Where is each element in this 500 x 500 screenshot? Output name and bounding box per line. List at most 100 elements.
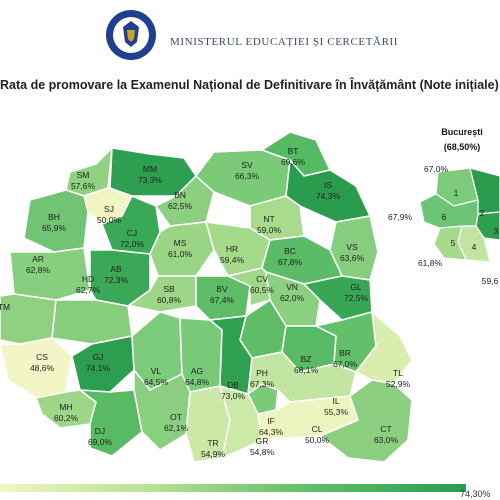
- county-code-VN: VN: [286, 282, 298, 292]
- county-code-BV: BV: [216, 284, 228, 294]
- bucuresti-inset: București (68,50%) 67,0% 1 2 3 4 59,6 5 …: [388, 127, 500, 286]
- county-code-VS: VS: [346, 242, 358, 252]
- county-code-HD: HD: [82, 274, 94, 284]
- county-code-MM: MM: [143, 164, 157, 174]
- sector-6: [419, 193, 479, 229]
- county-value-DJ: 69,0%: [88, 437, 113, 447]
- county-value-AB: 72,3%: [104, 275, 129, 285]
- county-value-NT: 59,0%: [257, 225, 282, 235]
- county-value-MH: 60,2%: [54, 413, 79, 423]
- bucuresti-total: (68,50%): [444, 142, 481, 152]
- county-code-GR: GR: [256, 436, 269, 446]
- county-value-TR: 54,9%: [201, 449, 226, 459]
- header: MINISTERUL EDUCAȚIEI ȘI CERCETĂRII: [0, 0, 500, 68]
- legend-gradient-bar: [0, 484, 466, 492]
- county-code-OT: OT: [170, 412, 182, 422]
- county-DJ: [79, 389, 143, 457]
- county-value-AG: 64,8%: [185, 377, 210, 387]
- county-code-AR: AR: [32, 254, 44, 264]
- county-value-VL: 64,5%: [144, 377, 169, 387]
- county-value-SB: 60,8%: [157, 295, 182, 305]
- county-value-BZ: 68,1%: [294, 365, 319, 375]
- county-value-HD: 62,7%: [76, 285, 101, 295]
- county-code-IS: IS: [324, 180, 332, 190]
- county-value-SV: 66,3%: [235, 171, 260, 181]
- county-code-CV: CV: [256, 274, 268, 284]
- sector-4-value: 59,6: [482, 276, 499, 286]
- sector-1-code: 1: [454, 188, 459, 198]
- county-code-BC: BC: [284, 246, 296, 256]
- county-code-TR: TR: [207, 438, 218, 448]
- county-value-SJ: 50,0%: [97, 215, 122, 225]
- sector-1-value: 67,0%: [424, 164, 449, 174]
- county-value-BR: 67,0%: [333, 359, 358, 369]
- county-code-BH: BH: [48, 212, 60, 222]
- county-SB: [127, 275, 197, 313]
- sector-5-code: 5: [451, 238, 456, 248]
- county-GR: [219, 385, 263, 459]
- county-value-GL: 72,5%: [344, 293, 369, 303]
- county-code-SM: SM: [77, 170, 90, 180]
- county-value-CT: 63,0%: [374, 435, 399, 445]
- government-emblem-icon: [106, 10, 156, 60]
- county-value-BV: 67,4%: [210, 295, 235, 305]
- county-code-VL: VL: [151, 366, 162, 376]
- county-code-BR: BR: [339, 348, 351, 358]
- sector-5-value: 61,8%: [418, 258, 443, 268]
- county-value-SM: 57,6%: [71, 181, 96, 191]
- sector-2-code: 2: [480, 208, 485, 218]
- county-code-TL: TL: [393, 368, 403, 378]
- county-value-TL: 52,9%: [386, 379, 411, 389]
- county-code-SJ: SJ: [104, 204, 114, 214]
- county-CS: [0, 337, 73, 399]
- county-code-PH: PH: [256, 368, 268, 378]
- county-value-MM: 73,3%: [138, 175, 163, 185]
- county-code-CS: CS: [36, 352, 48, 362]
- county-code-SV: SV: [241, 160, 253, 170]
- county-value-BC: 67,8%: [278, 257, 303, 267]
- county-value-GR: 54,8%: [250, 447, 275, 457]
- county-BH: [23, 189, 89, 253]
- county-value-DB: 73,0%: [221, 391, 246, 401]
- ministry-name: MINISTERUL EDUCAȚIEI ȘI CERCETĂRII: [170, 36, 399, 48]
- county-code-MH: MH: [59, 402, 72, 412]
- county-code-BN: BN: [174, 190, 186, 200]
- county-code-IL: IL: [332, 396, 339, 406]
- county-code-IF: IF: [267, 416, 275, 426]
- county-value-BT: 69,6%: [281, 157, 306, 167]
- county-code-CT: CT: [380, 424, 391, 434]
- county-value-BH: 65,9%: [42, 223, 67, 233]
- county-value-CV: 60,5%: [250, 285, 275, 295]
- sector-6-value: 67,9%: [388, 212, 413, 222]
- county-code-GJ: GJ: [93, 352, 104, 362]
- county-code-BT: BT: [288, 146, 299, 156]
- county-HD: [51, 299, 133, 345]
- county-value-BN: 62,5%: [168, 201, 193, 211]
- county-value-CJ: 72,0%: [120, 239, 145, 249]
- county-code-NT: NT: [263, 214, 274, 224]
- sector-4-code: 4: [472, 242, 477, 252]
- county-code-DJ: DJ: [95, 426, 105, 436]
- county-code-AG: AG: [191, 366, 203, 376]
- county-code-CL: CL: [312, 424, 323, 434]
- county-CT: [319, 379, 413, 463]
- county-value-OT: 62,1%: [164, 423, 189, 433]
- sector-6-code: 6: [442, 212, 447, 222]
- county-code-CJ: CJ: [127, 228, 137, 238]
- county-code-AB: AB: [110, 264, 122, 274]
- county-code-SB: SB: [163, 284, 175, 294]
- county-code-BZ: BZ: [301, 354, 312, 364]
- map-title: Rata de promovare la Examenul Național d…: [0, 78, 499, 92]
- county-value-MS: 61,0%: [168, 249, 193, 259]
- legend-max-value: 74,30%: [460, 489, 491, 499]
- county-code-HR: HR: [226, 244, 238, 254]
- county-value-AR: 62,8%: [26, 265, 51, 275]
- bucuresti-title: București: [441, 127, 483, 137]
- county-value-IS: 74,3%: [316, 191, 341, 201]
- county-code-TM: TM: [0, 302, 10, 312]
- county-value-VS: 63,6%: [340, 253, 365, 263]
- county-value-CL: 50,0%: [305, 435, 330, 445]
- sector-3-code: 3: [494, 226, 499, 236]
- county-value-IF: 64,3%: [259, 427, 284, 437]
